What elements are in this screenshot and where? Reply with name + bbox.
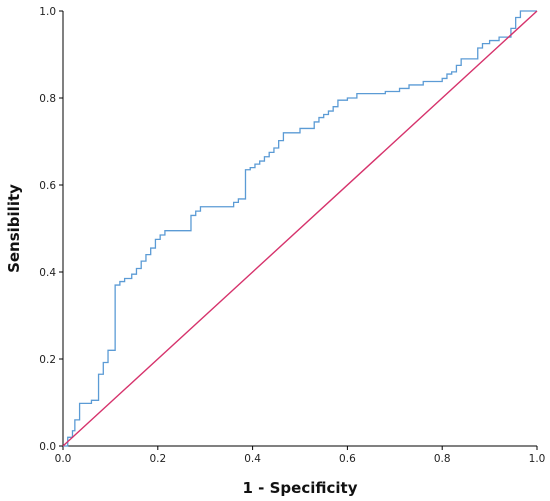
series-layer <box>62 10 538 447</box>
x-tick-label: 0.6 <box>339 453 356 465</box>
x-tick-label: 0.8 <box>434 453 451 465</box>
y-axis-title: Sensibility <box>5 184 23 273</box>
y-tick-labels: 0.0 0.2 0.4 0.6 0.8 1.0 <box>39 6 56 453</box>
reference-diagonal-line <box>62 10 538 447</box>
x-axis-title: 1 - Specificity <box>243 479 358 497</box>
x-tick-label: 0.4 <box>244 453 261 465</box>
y-tick-label: 1.0 <box>39 6 56 18</box>
roc-curve-line <box>63 10 537 447</box>
y-tick-label: 0.2 <box>39 354 56 366</box>
y-axis-ticks <box>59 10 63 447</box>
y-tick-label: 0.8 <box>39 93 56 105</box>
y-tick-label: 0.0 <box>39 441 56 453</box>
x-tick-label: 1.0 <box>529 453 546 465</box>
y-tick-label: 0.6 <box>39 180 56 192</box>
y-tick-label: 0.4 <box>39 267 56 279</box>
x-tick-label: 0.0 <box>55 453 72 465</box>
x-tick-label: 0.2 <box>149 453 166 465</box>
x-tick-labels: 0.0 0.2 0.4 0.6 0.8 1.0 <box>55 453 546 465</box>
x-axis-ticks <box>62 446 538 450</box>
